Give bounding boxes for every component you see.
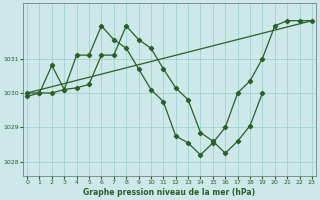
X-axis label: Graphe pression niveau de la mer (hPa): Graphe pression niveau de la mer (hPa) — [84, 188, 256, 197]
